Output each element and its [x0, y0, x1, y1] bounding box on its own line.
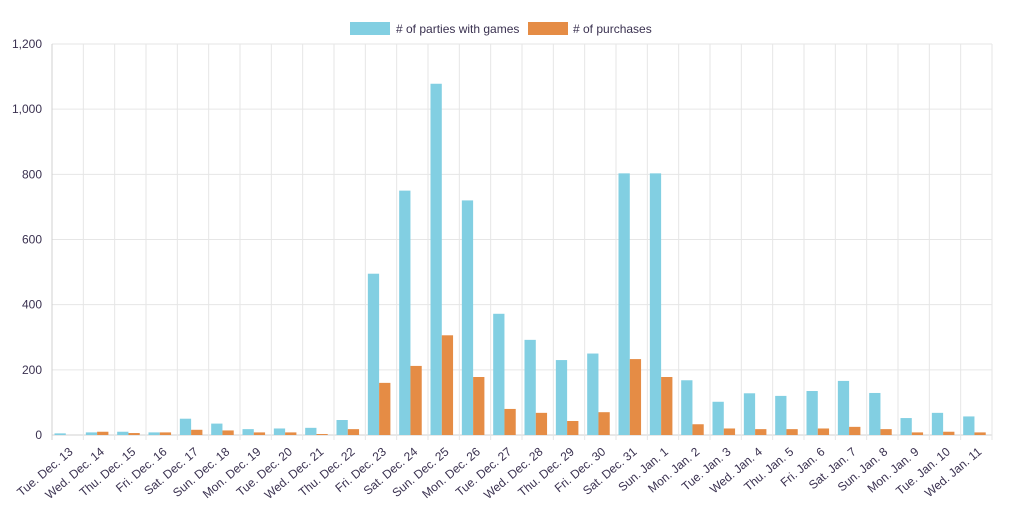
bar-purchases-12[interactable]	[441, 335, 454, 435]
bar-parties-9[interactable]	[336, 420, 348, 435]
bar-purchases-24[interactable]	[817, 428, 830, 435]
bars	[54, 83, 986, 436]
legend-label-1[interactable]: # of parties with games	[396, 22, 519, 36]
y-tick-label: 1,200	[12, 37, 42, 51]
bar-parties-18[interactable]	[618, 173, 630, 435]
bar-parties-20[interactable]	[681, 380, 693, 435]
bar-parties-27[interactable]	[900, 418, 912, 435]
bar-purchases-6[interactable]	[253, 432, 266, 435]
bar-purchases-10[interactable]	[379, 382, 391, 435]
bar-parties-28[interactable]	[931, 412, 944, 435]
bar-parties-23[interactable]	[775, 395, 787, 435]
bar-purchases-4[interactable]	[191, 429, 203, 435]
bar-purchases-9[interactable]	[347, 429, 360, 435]
bar-purchases-13[interactable]	[473, 377, 485, 435]
bar-purchases-27[interactable]	[911, 432, 924, 435]
bar-parties-8[interactable]	[305, 427, 317, 435]
legend-swatch-2[interactable]	[528, 22, 568, 35]
bar-parties-4[interactable]	[179, 418, 192, 435]
y-tick-label: 400	[22, 298, 42, 312]
grid-lines	[51, 43, 993, 440]
legend-swatch-1[interactable]	[350, 22, 390, 35]
bar-purchases-21[interactable]	[723, 428, 736, 435]
bar-purchases-8[interactable]	[316, 434, 328, 435]
y-tick-label: 0	[35, 428, 42, 442]
bar-parties-5[interactable]	[211, 423, 223, 435]
bar-purchases-23[interactable]	[786, 429, 798, 435]
bar-purchases-25[interactable]	[849, 426, 861, 435]
y-tick-label: 200	[22, 363, 42, 377]
bar-purchases-11[interactable]	[410, 365, 422, 435]
bar-purchases-18[interactable]	[629, 359, 642, 435]
bar-purchases-7[interactable]	[285, 432, 297, 435]
bar-purchases-17[interactable]	[598, 412, 610, 435]
bar-parties-12[interactable]	[430, 83, 442, 436]
bar-purchases-15[interactable]	[535, 412, 548, 435]
bar-parties-19[interactable]	[649, 173, 662, 435]
bar-parties-26[interactable]	[869, 392, 881, 435]
y-axis-ticks: 0 200 400 600 800 1,000 1,200	[12, 37, 42, 442]
bar-purchases-16[interactable]	[567, 420, 579, 435]
bar-parties-1[interactable]	[85, 432, 98, 435]
bar-purchases-26[interactable]	[880, 429, 892, 435]
bar-purchases-28[interactable]	[943, 431, 955, 435]
bar-parties-2[interactable]	[117, 431, 129, 435]
bar-purchases-3[interactable]	[159, 432, 172, 435]
bar-parties-6[interactable]	[242, 429, 254, 435]
y-tick-label: 600	[22, 233, 42, 247]
bar-parties-7[interactable]	[273, 428, 286, 435]
bar-parties-21[interactable]	[712, 401, 724, 435]
bar-parties-14[interactable]	[493, 313, 505, 435]
bar-purchases-1[interactable]	[97, 431, 109, 435]
y-tick-label: 800	[22, 167, 42, 181]
y-tick-label: 1,000	[12, 102, 42, 116]
bar-purchases-20[interactable]	[692, 424, 704, 435]
bar-purchases-29[interactable]	[974, 432, 986, 435]
bar-parties-29[interactable]	[963, 416, 975, 435]
legend: # of parties with games # of purchases	[350, 22, 652, 36]
bar-parties-13[interactable]	[461, 200, 474, 435]
bar-purchases-14[interactable]	[504, 408, 516, 435]
bar-purchases-5[interactable]	[222, 430, 234, 435]
bar-parties-17[interactable]	[587, 353, 599, 435]
bar-parties-3[interactable]	[148, 432, 160, 435]
legend-label-2[interactable]: # of purchases	[573, 22, 652, 36]
bar-purchases-22[interactable]	[755, 429, 767, 435]
bar-purchases-2[interactable]	[128, 433, 140, 435]
bar-parties-0[interactable]	[54, 433, 66, 435]
bar-parties-25[interactable]	[837, 380, 850, 435]
bar-parties-24[interactable]	[806, 391, 818, 435]
bar-purchases-19[interactable]	[661, 377, 673, 435]
bar-parties-15[interactable]	[524, 339, 536, 435]
bar-parties-10[interactable]	[367, 273, 380, 435]
bar-parties-22[interactable]	[743, 393, 756, 435]
bar-parties-11[interactable]	[399, 190, 411, 435]
bar-parties-16[interactable]	[555, 360, 568, 435]
